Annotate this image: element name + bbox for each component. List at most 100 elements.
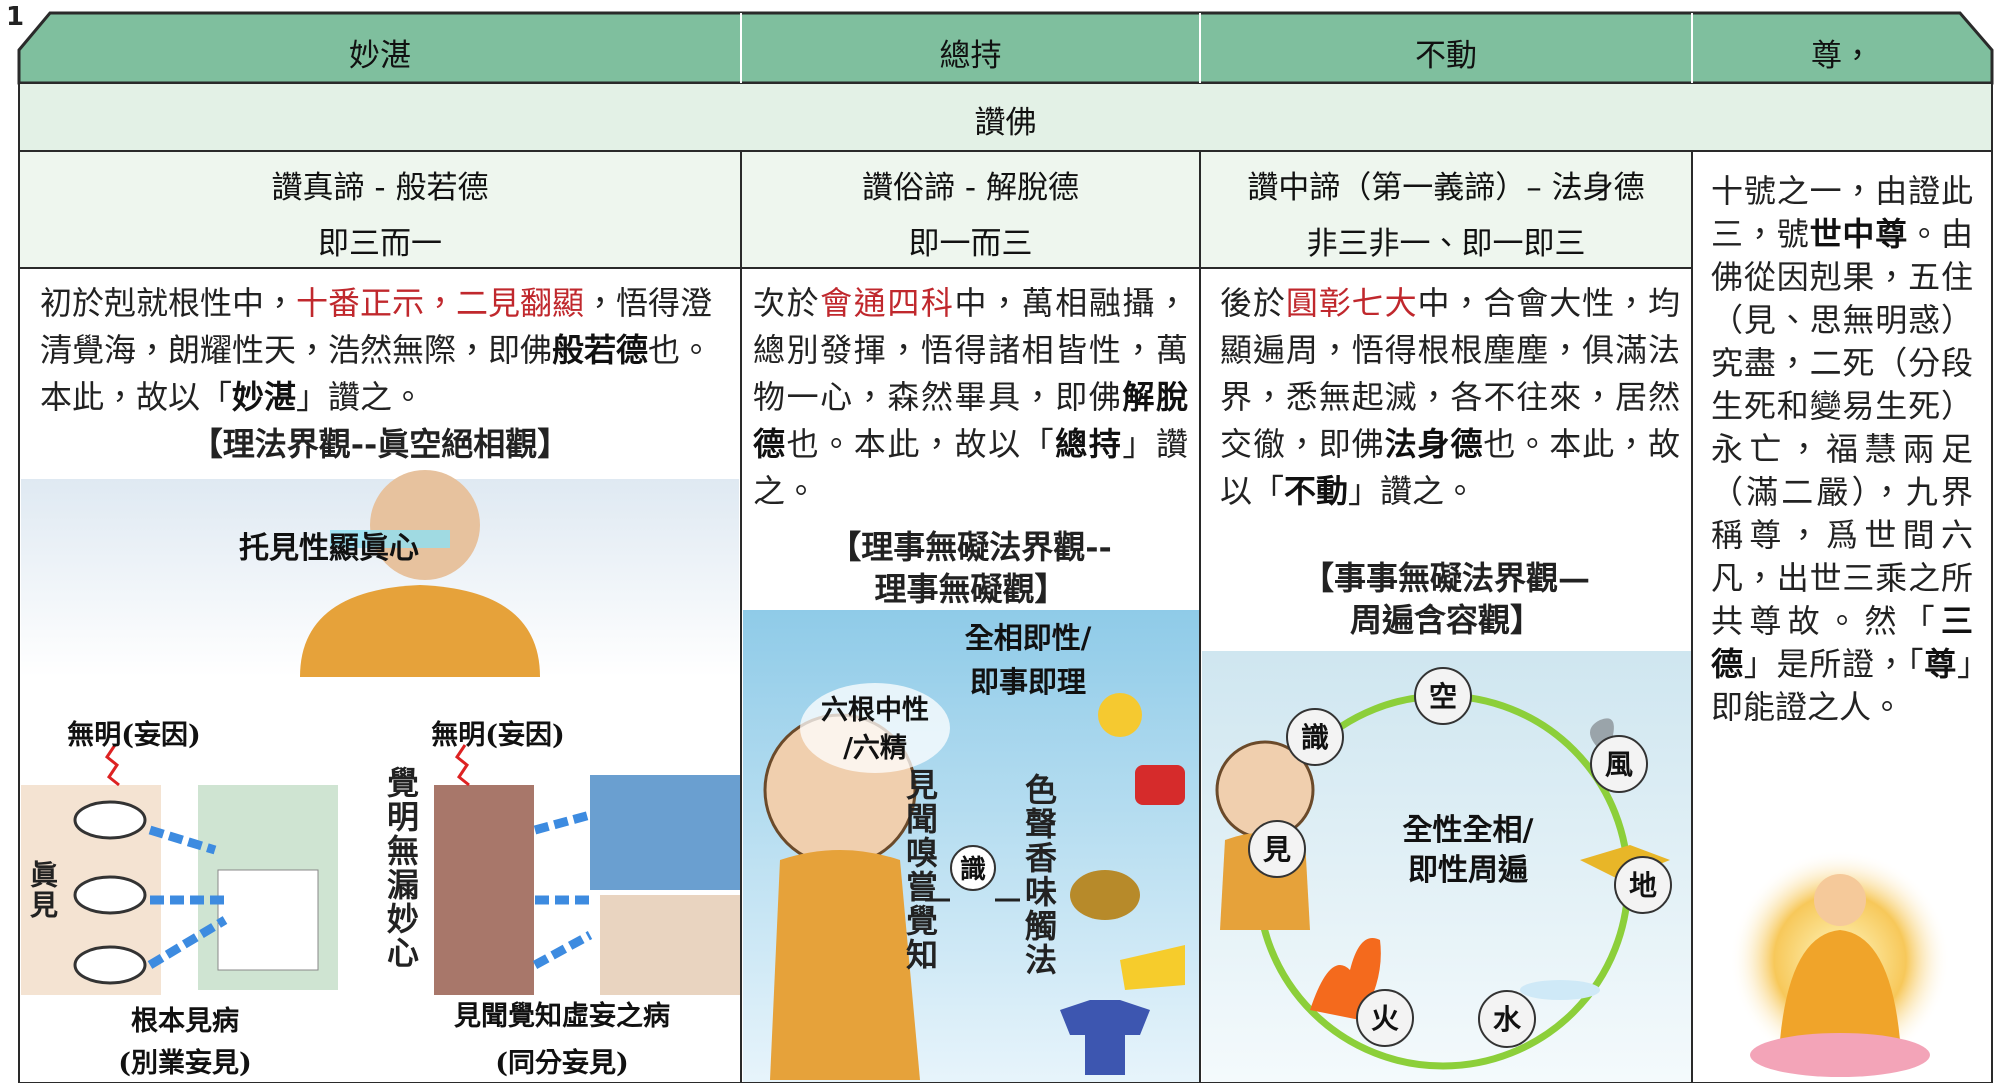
- figure-label: 即事即理: [970, 665, 1086, 699]
- text: 」是所證，「: [1743, 645, 1925, 683]
- node-label: 見: [1263, 833, 1291, 866]
- text: 」讚之。: [296, 378, 425, 416]
- column-subtitle: 即三而一: [318, 226, 442, 262]
- page-number: 1: [6, 2, 25, 32]
- text: ，悟得澄清覺海，朗耀性天，浩然無際，即佛: [40, 284, 713, 369]
- figure-label: 全相即性/: [965, 621, 1092, 655]
- paragraph: 次於會通四科中，萬相融攝，總別發揮，悟得諸相皆性，萬物一心，森然畢具，即佛解脫德…: [753, 280, 1188, 515]
- figure-label: 根本見病: [131, 1006, 239, 1037]
- illustration: [770, 850, 920, 1080]
- text: 十番正示，二見翻顯: [296, 284, 585, 322]
- text: 十號之一，由證此三，號: [1711, 172, 1973, 253]
- illustration: [104, 744, 120, 787]
- figure-label: 識: [960, 855, 986, 885]
- text: 般若德: [552, 331, 649, 369]
- illustration: [454, 744, 470, 787]
- figure-label: 見聞覺知虛妄之病: [454, 1000, 670, 1032]
- text: 中，萬相融攝，總別發揮，悟得諸相皆性，萬物一心，森然畢具，即佛: [753, 284, 1188, 416]
- column-header: 妙湛: [349, 38, 411, 74]
- node-label: 風: [1605, 748, 1633, 781]
- text: 也。本此，故以「: [786, 425, 1056, 463]
- figure-label: 眞見: [26, 860, 59, 920]
- text: 。由佛從因剋果，五住（見、思無明惑）究盡，二死（分段生死和變易生死）永亡，福慧兩…: [1711, 215, 1973, 640]
- heading: 【理法界觀--眞空絕相觀】: [190, 425, 570, 463]
- column-subtitle: 即一而三: [908, 226, 1033, 262]
- illustration: [300, 585, 540, 677]
- heading: 【理事無礙法界觀--: [829, 528, 1112, 566]
- illustration: [73, 945, 147, 985]
- text: 總持: [1055, 425, 1123, 463]
- figure-label: 無明(妄因): [67, 719, 201, 751]
- figure-label: /六精: [843, 733, 907, 764]
- text: 三德: [1711, 602, 1973, 683]
- figure-label: (同分妄見): [495, 1047, 629, 1079]
- column-title: 讚俗諦 - 解脫德: [862, 170, 1079, 206]
- text: 」讚之。: [1348, 472, 1477, 510]
- text: 」讚之。: [753, 425, 1188, 510]
- paragraph: 十號之一，由證此三，號世中尊。由佛從因剋果，五住（見、思無明惑）究盡，二死（分段…: [1711, 170, 1973, 729]
- text: 中，合會大性，均顯遍周，悟得根根塵塵，俱滿法界，悉無起滅，各不往來，居然交徹，即…: [1220, 284, 1680, 463]
- column-title: 讚中諦（第一義諦）– 法身德: [1247, 170, 1645, 206]
- node: [1414, 667, 1472, 725]
- illustration: [1780, 930, 1900, 1040]
- node-label: 水: [1493, 1003, 1522, 1036]
- illustration: [1135, 765, 1185, 805]
- node: [1286, 708, 1344, 766]
- figure-label: (別業妄見): [118, 1047, 252, 1079]
- heading: 【事事無礙法界觀—: [1301, 559, 1590, 597]
- illustration: [330, 530, 450, 548]
- text: 解脫德: [753, 378, 1188, 463]
- node: [1590, 735, 1648, 793]
- illustration: [1098, 693, 1142, 737]
- body-cell: [18, 267, 1693, 1083]
- node: [950, 845, 996, 891]
- illustration: [1120, 945, 1185, 990]
- illustration: [600, 895, 740, 995]
- illustration: [1070, 870, 1140, 920]
- illustration: [1520, 980, 1600, 1000]
- node: [1248, 820, 1306, 878]
- figure-label: 色聲香味觸法: [1020, 773, 1058, 977]
- paragraph: 初於剋就根性中，十番正示，二見翻顯，悟得澄清覺海，朗耀性天，浩然無際，即佛般若德…: [40, 280, 730, 421]
- illustration: [1814, 874, 1866, 926]
- text: 次於: [753, 284, 821, 322]
- text: 會通四科: [820, 284, 955, 322]
- illustration: [434, 785, 534, 995]
- text: 後於: [1220, 284, 1286, 322]
- banner-band: [18, 82, 1993, 152]
- illustration: [217, 869, 319, 971]
- text: 圓彰七大: [1285, 284, 1418, 322]
- text: 也。本此，故以「: [1220, 425, 1680, 510]
- column-header: 不動: [1415, 38, 1477, 74]
- paragraph: 後於圓彰七大中，合會大性，均顯遍周，悟得根根塵塵，俱滿法界，悉無起滅，各不往來，…: [1220, 280, 1680, 515]
- arrow: [532, 810, 593, 969]
- figure-label: 六根中性: [821, 695, 929, 726]
- text: 不動: [1284, 472, 1349, 510]
- node: [1356, 989, 1414, 1047]
- illustration: [1060, 1000, 1150, 1075]
- figure-label: 見聞嗅嘗覺知: [901, 768, 939, 972]
- figure-label: 即性周遍: [1408, 853, 1529, 888]
- arrow: [147, 825, 230, 969]
- text: 初於剋就根性中，: [40, 284, 297, 322]
- column-title: 讚真諦 - 般若德: [271, 170, 489, 206]
- text: 」即能證之人。: [1711, 645, 1973, 726]
- figure-caption: 托見性顯眞心: [239, 531, 419, 566]
- figure-label: 無明(妄因): [431, 719, 565, 751]
- illustration: [1750, 1033, 1930, 1077]
- heading: 理事無礙觀】: [874, 570, 1067, 608]
- banner: 讚佛: [974, 105, 1037, 141]
- column-header: 尊，: [1811, 38, 1873, 74]
- node-label: 識: [1301, 721, 1329, 754]
- illustration: [73, 875, 147, 915]
- text: 尊: [1924, 645, 1957, 683]
- heading: 周遍含容觀】: [1349, 601, 1542, 639]
- illustration: [800, 683, 950, 773]
- node: [1478, 990, 1536, 1048]
- node-label: 火: [1371, 1002, 1399, 1035]
- illustration: [370, 470, 480, 580]
- text: 妙湛: [232, 378, 297, 416]
